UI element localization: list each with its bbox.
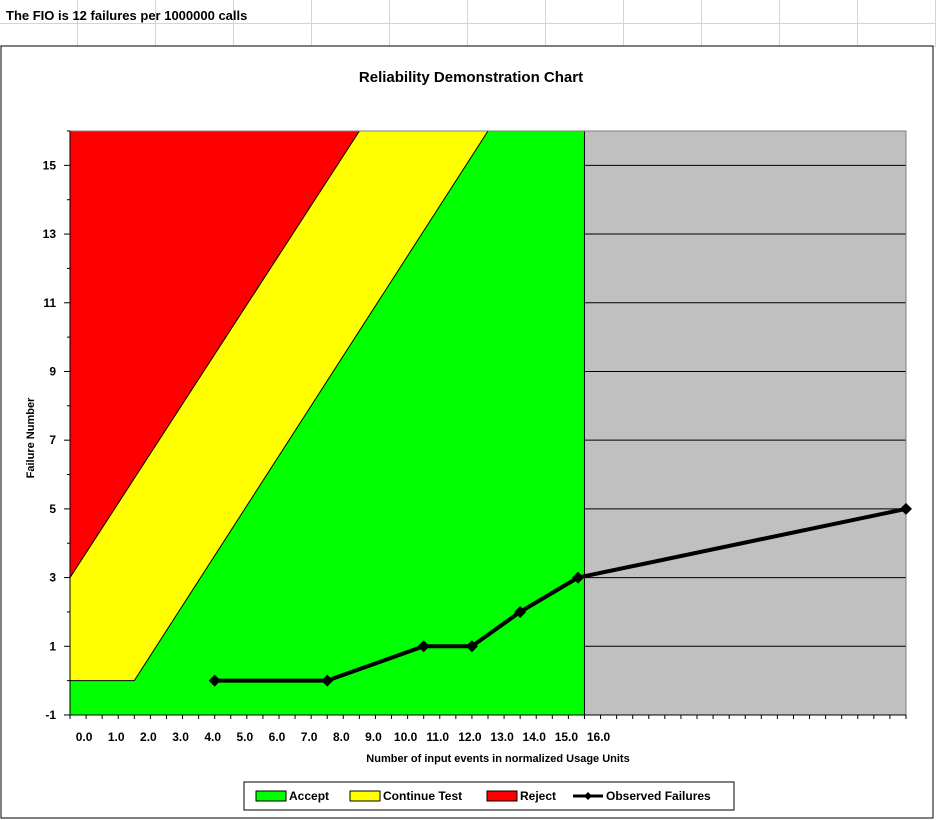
y-tick-label: -1: [45, 708, 56, 722]
series-point-marker: [514, 605, 527, 618]
x-tick-label: 10.0: [394, 730, 418, 744]
series-point-marker: [900, 502, 912, 515]
x-tick-label: 0.0: [76, 730, 93, 744]
series-point-marker: [321, 674, 334, 687]
accept-boundary-line: [70, 130, 489, 682]
legend-label: Reject: [520, 789, 556, 803]
y-tick-label: 13: [43, 227, 57, 241]
legend: Accept Continue Test Reject Observed Failur…: [243, 781, 735, 811]
x-tick-label: 15.0: [555, 730, 579, 744]
x-tick-label: 6.0: [269, 730, 286, 744]
legend-swatch: [255, 790, 287, 802]
x-tick-label: 11.0: [426, 730, 449, 744]
y-axis-label: Failure Number: [25, 397, 37, 478]
legend-label: Accept: [289, 789, 329, 803]
y-tick-label: 7: [49, 433, 56, 447]
x-axis-label: Number of input events in normalized Usa…: [366, 753, 629, 765]
x-tick-label: 2.0: [140, 730, 157, 744]
x-tick-label: 4.0: [204, 730, 221, 744]
legend-marker: [584, 792, 592, 800]
legend-label: Observed Failures: [606, 789, 711, 803]
y-tick-label: 15: [43, 158, 57, 172]
spreadsheet-grid: [0, 0, 936, 47]
beyond-region: [584, 131, 906, 715]
x-tick-label: 3.0: [172, 730, 189, 744]
x-tick-label: 13.0: [490, 730, 514, 744]
x-tick-label: 12.0: [458, 730, 482, 744]
legend-label: Continue Test: [383, 789, 462, 803]
x-tick-label: 14.0: [523, 730, 547, 744]
legend-swatch: [349, 790, 381, 802]
series-point-marker: [208, 674, 221, 687]
y-tick-label: 5: [49, 502, 56, 516]
fio-statement: The FIO is 12 failures per 1000000 calls: [6, 8, 248, 23]
x-tick-label: 1.0: [108, 730, 125, 744]
series-point-marker: [417, 640, 430, 653]
y-tick-label: 3: [49, 571, 56, 585]
series-point-marker: [572, 571, 585, 584]
reject-boundary-line: [69, 130, 360, 578]
y-tick-label: 9: [49, 364, 56, 378]
x-tick-label: 5.0: [237, 730, 254, 744]
spreadsheet-row-line: [0, 23, 936, 24]
legend-swatch: [486, 790, 518, 802]
chart-title: Reliability Demonstration Chart: [359, 69, 583, 86]
x-tick-label: 8.0: [333, 730, 350, 744]
x-tick-label: 9.0: [365, 730, 382, 744]
x-tick-label: 16.0: [587, 730, 611, 744]
x-tick-label: 7.0: [301, 730, 318, 744]
y-tick-label: 1: [49, 639, 56, 653]
y-tick-label: 11: [43, 296, 56, 310]
series-point-marker: [465, 640, 478, 653]
